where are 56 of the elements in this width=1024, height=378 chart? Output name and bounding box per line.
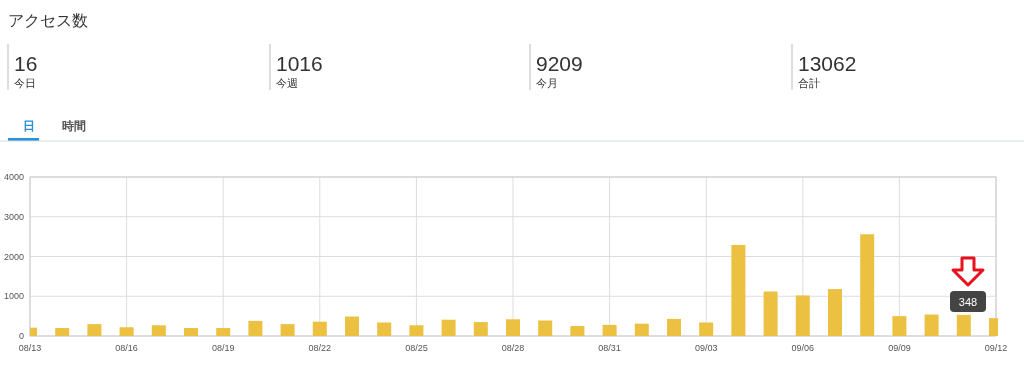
bar [828,289,842,336]
text: 16 [14,52,38,75]
x-tick-label: 09/03 [694,343,718,353]
bar [87,324,102,336]
bar [119,327,134,336]
bar [312,321,327,336]
x-tick-label: 08/28 [501,343,525,353]
x-tick-label: 09/06 [791,343,815,353]
bar [409,325,424,336]
x-tick-label: 08/16 [115,343,138,353]
y-tick-label: 3000 [3,211,24,222]
bar [216,328,231,336]
text: 今週 [276,77,298,89]
y-tick-label: 1000 [3,291,24,302]
x-tick-label: 08/22 [308,343,332,353]
x-tick-label: 09/12 [984,343,1008,353]
bar [763,291,778,336]
bar [441,319,456,336]
x-tick-label: 08/31 [598,343,621,353]
bar [795,295,810,336]
x-tick-label: 09/09 [888,343,911,353]
bar [248,320,263,336]
text: 9209 [536,52,583,75]
x-tick-label: 08/25 [405,343,428,353]
bar [699,322,714,336]
text: 合計 [798,77,820,89]
bar [570,326,585,336]
bar [538,320,553,336]
y-tick-label: 0 [18,331,24,341]
bar [151,325,166,336]
bar [345,316,359,336]
bar [667,318,681,336]
bar [602,324,617,336]
text: 日 [23,119,35,133]
bar [55,328,70,336]
text: アクセス数 [8,12,88,29]
text: 今日 [14,77,36,89]
text: 1016 [276,52,323,75]
text: 時間 [62,119,86,133]
bar [473,322,488,336]
text: 13062 [798,52,857,75]
bar [892,316,907,336]
bar [924,314,939,336]
bar [280,324,295,336]
bar [731,244,746,336]
bar [506,319,520,336]
y-tick-label: 4000 [3,172,24,182]
bar [860,234,875,336]
bar [634,323,649,336]
annotation: 348 [958,296,978,308]
x-tick-label: 08/19 [211,343,235,353]
x-tick-label: 08/13 [18,343,42,353]
bar [377,322,392,336]
bar [184,328,198,336]
y-tick-label: 2000 [3,251,24,262]
text: 今月 [536,77,558,89]
